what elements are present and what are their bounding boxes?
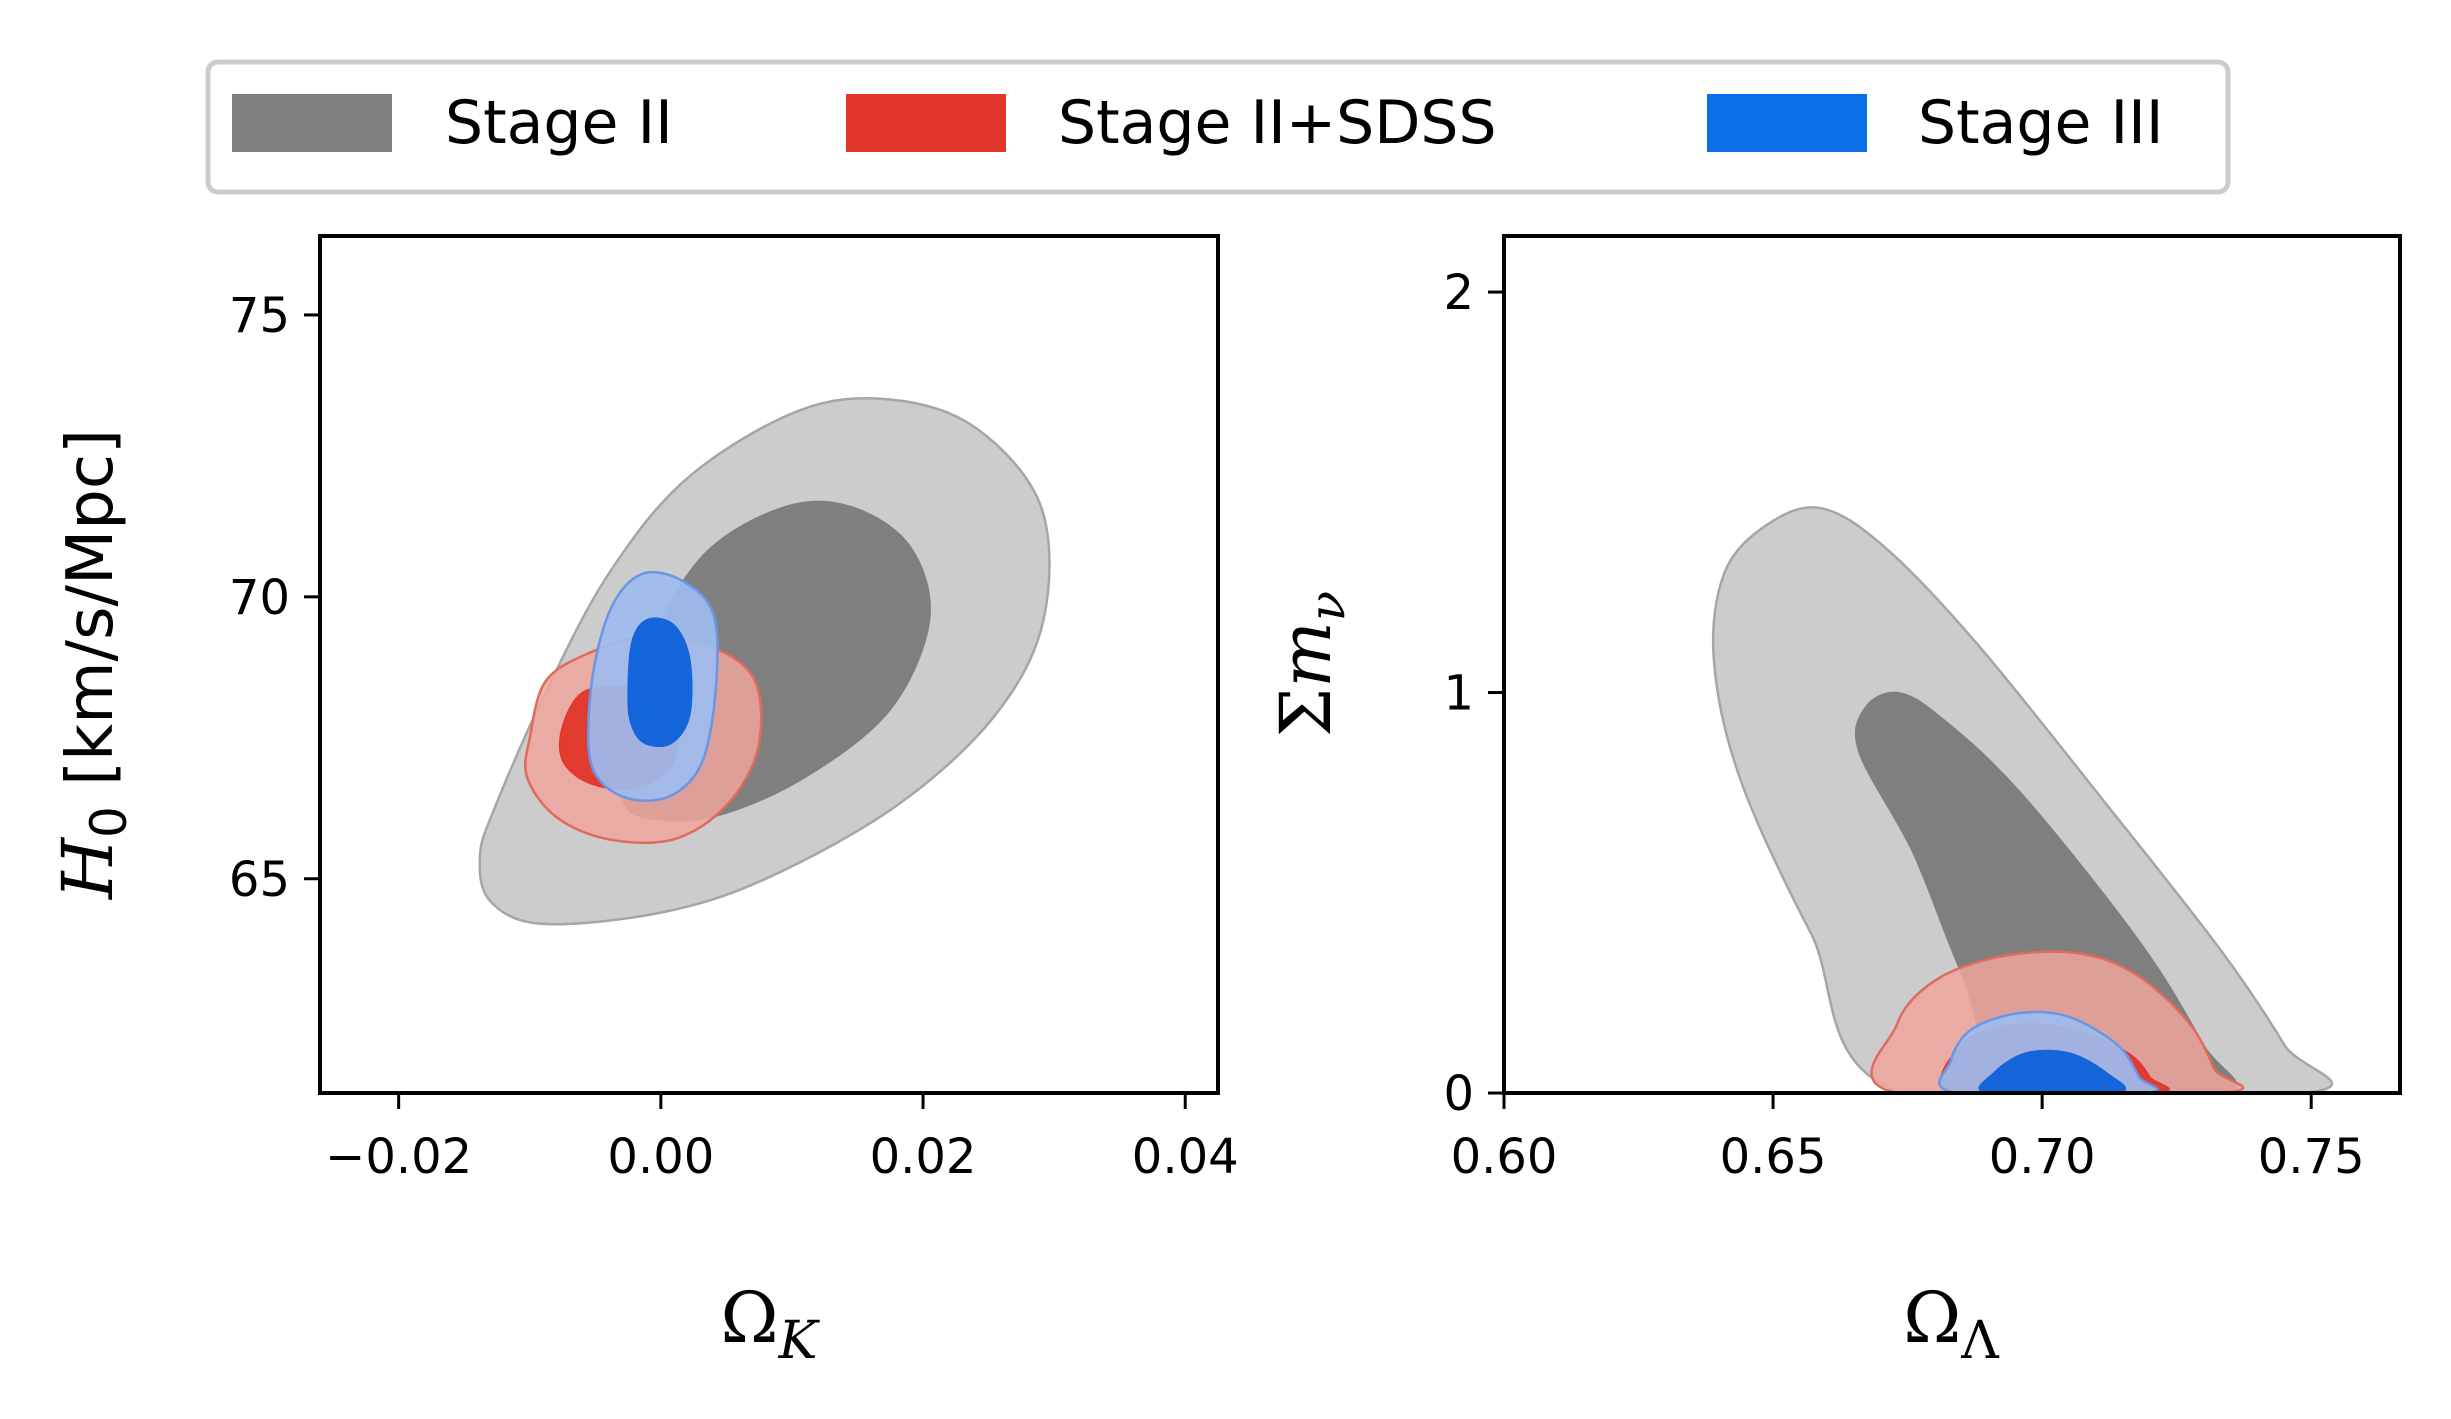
y-tick-label-panel-2: 1 [1443,666,1474,722]
x-tick-label-panel-2: 0.75 [2258,1129,2365,1185]
legend-label-stage-iii: Stage III [1918,88,2164,158]
y-axis-label-panel-2: Σmν [1265,591,1356,737]
x-axis-label-panel-1: ΩK [721,1277,821,1371]
y-tick-label-panel-2: 0 [1443,1066,1474,1122]
panel-2-ticks: 0.60 0.65 0.70 0.75 0 1 2 [1443,265,2364,1185]
x-tick-label-panel-1: −0.02 [325,1129,472,1185]
panel-2-contours [1711,506,2334,1093]
x-tick-label-panel-1: 0.00 [607,1129,714,1185]
x-tick-label-panel-1: 0.04 [1132,1129,1239,1185]
y-tick-label-panel-1: 75 [229,288,290,344]
contour-stage-iii-inner-panel-1 [627,617,693,747]
x-tick-label-panel-2: 0.70 [1989,1129,2096,1185]
panel-1-ticks: −0.02 0.00 0.02 0.04 65 70 75 [229,288,1239,1185]
panel-omega-k-h0: −0.02 0.00 0.02 0.04 65 70 75 ΩK H0 [km/s/Mpc] [47,234,1239,1371]
plot-frame-panel-2 [1502,234,2402,1095]
x-tick-label-panel-2: 0.60 [1451,1129,1558,1185]
y-tick-label-panel-1: 70 [229,570,290,626]
panel-omega-lambda-mnu: 0.60 0.65 0.70 0.75 0 1 2 ΩΛ Σmν [1265,234,2402,1371]
contour-stage-iii-inner-panel-2 [1978,1049,2127,1093]
legend: Stage II Stage II+SDSS Stage III [205,59,2231,195]
legend-swatch-stage-iii [1707,94,1867,152]
legend-swatch-stage-ii-sdss [846,94,1006,152]
y-axis-label-panel-1: H0 [km/s/Mpc] [47,429,138,901]
contours-panel-2 [1711,506,2334,1093]
y-tick-label-panel-1: 65 [229,852,290,908]
x-tick-label-panel-1: 0.02 [870,1129,977,1185]
legend-swatch-stage-ii [232,94,392,152]
contours-panel-1 [478,396,1051,926]
panel-1-contours [478,396,1051,926]
plot-frame-panel-1 [318,234,1220,1095]
x-axis-label-panel-2: ΩΛ [1903,1277,2000,1371]
x-tick-label-panel-2: 0.65 [1720,1129,1827,1185]
y-tick-label-panel-2: 2 [1443,265,1474,321]
legend-label-stage-ii: Stage II [445,88,673,158]
legend-label-stage-ii-sdss: Stage II+SDSS [1058,88,1497,158]
